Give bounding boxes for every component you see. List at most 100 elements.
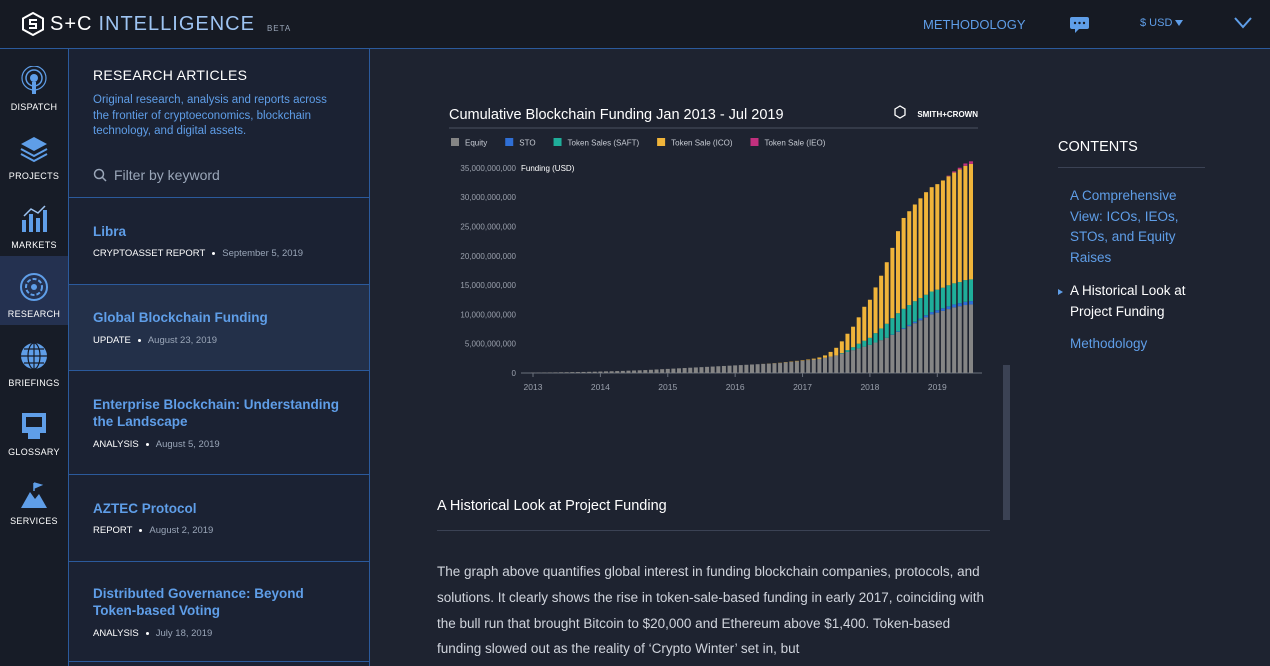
nav-item[interactable]: MARKETS [0, 187, 68, 256]
bar-segment [918, 318, 923, 321]
legend-swatch [505, 138, 514, 146]
bar-segment [564, 372, 569, 373]
separator-dot [212, 252, 216, 256]
bar-segment [873, 333, 878, 343]
bar-segment [811, 359, 816, 373]
bar-segment [828, 356, 833, 373]
bar-segment [884, 323, 889, 338]
bar-segment [907, 324, 912, 327]
product-name: INTELLIGENCE [98, 12, 255, 35]
bar-segment [924, 294, 929, 316]
bar-segment [682, 368, 687, 373]
panel-header: RESEARCH ARTICLES Original research, ana… [69, 49, 369, 198]
bar-segment [851, 347, 856, 351]
article-meta: ANALYSIS August 5, 2019 [93, 439, 345, 450]
brand-name: S+C [50, 12, 93, 35]
bar-segment [879, 328, 884, 341]
bar-segment [969, 161, 973, 164]
nav-item[interactable]: DISPATCH [0, 49, 68, 118]
contents-item[interactable]: A Historical Look at Project Funding [1058, 281, 1205, 322]
nav-item[interactable]: BRIEFINGS [0, 325, 68, 394]
bar-segment [547, 372, 552, 373]
chat-icon[interactable] [1069, 16, 1090, 34]
search-icon [93, 168, 107, 182]
bar-segment [969, 304, 973, 373]
article-meta: ANALYSIS July 18, 2019 [93, 628, 345, 639]
bar-segment [901, 329, 906, 373]
section-heading: A Historical Look at Project Funding [437, 498, 990, 531]
filter-input[interactable]: Filter by keyword [93, 167, 345, 183]
article-type: ANALYSIS [93, 627, 139, 639]
bar-segment [946, 285, 951, 307]
bar-segment [873, 287, 878, 334]
y-tick-label: 25,000,000,000 [460, 222, 516, 231]
bar-segment [912, 301, 917, 322]
bar-segment [598, 371, 603, 373]
currency-select[interactable]: $ USD [1140, 17, 1184, 29]
bar-segment [660, 369, 665, 373]
bar-segment [907, 305, 912, 325]
bar-segment [856, 317, 861, 344]
bar-segment [811, 358, 816, 360]
bar-segment [873, 342, 878, 373]
bar-segment [744, 364, 749, 373]
bar-segment [839, 341, 844, 354]
bar-segment [632, 370, 637, 373]
article-item[interactable]: Enterprise Blockchain: Understanding the… [69, 371, 369, 475]
bar-segment [581, 371, 586, 373]
bar-segment [879, 340, 884, 373]
bar-segment [856, 343, 861, 349]
bar-segment [867, 337, 872, 345]
article-item[interactable]: Libra CRYPTOASSET REPORT September 5, 2019 [69, 198, 369, 285]
bar-segment [559, 372, 564, 373]
contents-item[interactable]: Methodology [1070, 336, 1148, 352]
bar-segment [862, 340, 867, 347]
nav-item[interactable]: GLOSSARY [0, 394, 68, 463]
nav-label: PROJECTS [8, 171, 60, 181]
methodology-link[interactable]: METHODOLOGY [923, 17, 1026, 32]
scrollbar[interactable] [1003, 365, 1010, 520]
bar-segment [755, 364, 760, 373]
bar-segment [918, 198, 923, 298]
contents-item[interactable]: A Comprehensive View: ICOs, IEOs, STOs, … [1070, 188, 1179, 266]
expand-chevron[interactable] [1234, 17, 1252, 29]
article-type: CRYPTOASSET REPORT [93, 248, 206, 260]
bar-segment [688, 367, 693, 373]
article-type: REPORT [93, 525, 133, 537]
nav-icon [22, 413, 46, 439]
legend-label: Equity [465, 139, 487, 148]
separator-dot [137, 338, 141, 342]
bar-segment [620, 370, 625, 373]
bar-segment [839, 353, 844, 373]
article-item[interactable]: Distributed Governance: Beyond Token-bas… [69, 562, 369, 662]
article-item[interactable]: Global Blockchain Funding UPDATE August 23… [69, 285, 369, 371]
bar-segment [963, 163, 968, 166]
bar-segment [946, 175, 951, 177]
bar-segment [952, 283, 957, 305]
brand[interactable]: S+C INTELLIGENCE BETA [22, 12, 291, 36]
article-title: Enterprise Blockchain: Understanding the… [93, 396, 340, 430]
bar-segment [738, 365, 743, 373]
nav-icon [20, 137, 48, 163]
nav-item[interactable]: RESEARCH [0, 256, 68, 325]
y-tick-label: 5,000,000,000 [465, 340, 517, 349]
bar-segment [587, 371, 592, 373]
y-axis-label: Funding (USD) [521, 164, 575, 173]
bar-segment [963, 305, 968, 373]
bar-segment [575, 372, 580, 373]
y-tick-label: 15,000,000,000 [460, 281, 516, 290]
bar-segment [834, 347, 839, 356]
legend-label: STO [519, 139, 535, 148]
bar-segment [851, 350, 856, 373]
bar-segment [940, 310, 945, 373]
bar-segment [761, 363, 766, 373]
nav-icon [21, 66, 47, 94]
article-item[interactable]: AZTEC Protocol REPORT August 2, 2019 [69, 475, 369, 562]
bar-segment [901, 328, 906, 330]
nav-icon [22, 205, 47, 232]
bar-segment [806, 359, 811, 361]
nav-item[interactable]: PROJECTS [0, 118, 68, 187]
nav-item[interactable]: SERVICES [0, 463, 68, 532]
bar-segment [705, 366, 710, 373]
bar-segment [946, 306, 951, 310]
